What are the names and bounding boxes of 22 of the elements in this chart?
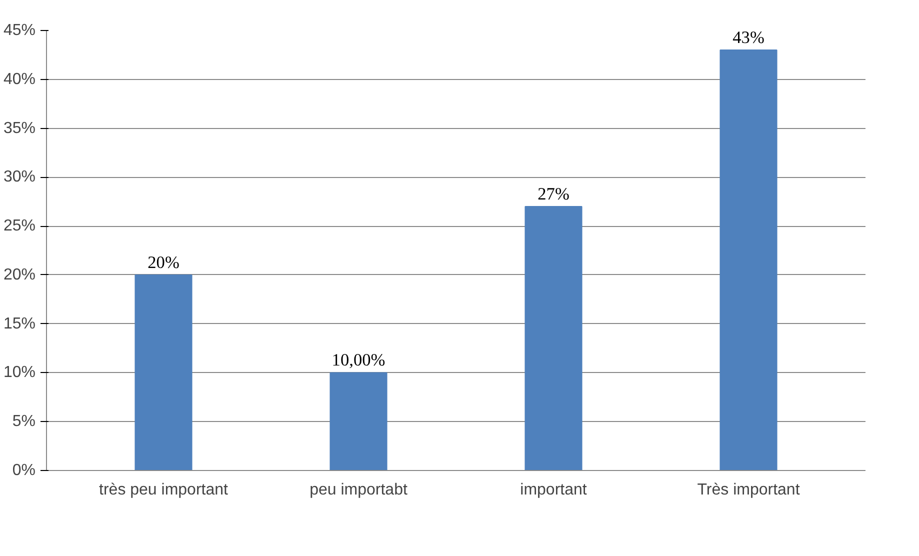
y-tick-label: 30%	[3, 168, 36, 186]
y-tick-label: 15%	[3, 315, 36, 332]
data-label: 10,00%	[332, 350, 386, 370]
y-tick-label: 10%	[3, 364, 36, 382]
data-label: 20%	[148, 252, 180, 272]
y-tick-label: 40%	[3, 70, 36, 88]
data-label: 27%	[538, 184, 570, 204]
x-tick-label: peu importabt	[310, 482, 408, 498]
y-tick-label: 0%	[12, 462, 36, 479]
y-tick-label: 5%	[12, 413, 36, 430]
y-tick-label: 45%	[3, 22, 36, 39]
y-tick-label: 25%	[3, 218, 36, 235]
bar	[720, 50, 778, 470]
bar	[330, 372, 388, 470]
data-label: 43%	[732, 28, 764, 48]
y-tick-label: 35%	[3, 120, 36, 137]
y-tick-label: 20%	[3, 266, 36, 284]
bar	[524, 206, 582, 470]
x-tick-label: très peu important	[99, 482, 229, 498]
bar	[134, 274, 192, 470]
x-tick-label: important	[520, 482, 588, 498]
x-tick-label: Très important	[697, 482, 800, 498]
